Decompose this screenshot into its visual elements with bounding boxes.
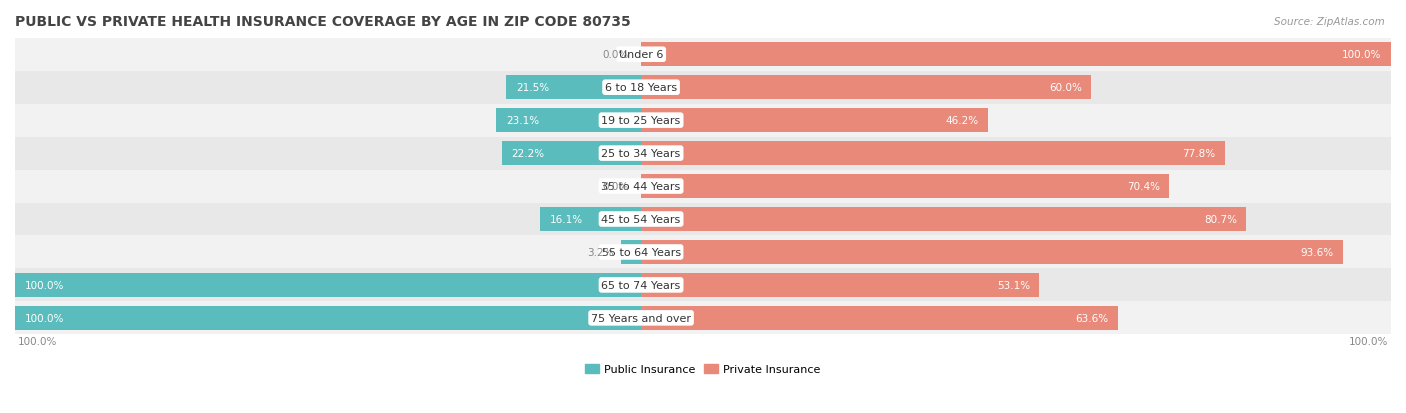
Bar: [15, 301, 1391, 335]
Text: 3.2%: 3.2%: [588, 247, 613, 257]
Legend: Public Insurance, Private Insurance: Public Insurance, Private Insurance: [581, 359, 825, 378]
Text: 45 to 54 Years: 45 to 54 Years: [602, 214, 681, 224]
Text: 65 to 74 Years: 65 to 74 Years: [602, 280, 681, 290]
Bar: [15, 71, 1391, 104]
Text: 22.2%: 22.2%: [512, 149, 544, 159]
Bar: [15, 170, 1391, 203]
Bar: [621, 240, 641, 264]
Bar: [15, 306, 641, 330]
Text: 100.0%: 100.0%: [18, 336, 58, 346]
Bar: [506, 76, 641, 100]
Text: Source: ZipAtlas.com: Source: ZipAtlas.com: [1274, 17, 1385, 26]
Text: 25 to 34 Years: 25 to 34 Years: [602, 149, 681, 159]
Bar: [496, 109, 641, 133]
Bar: [641, 306, 1118, 330]
Text: 23.1%: 23.1%: [506, 116, 538, 126]
Bar: [15, 203, 1391, 236]
Text: 100.0%: 100.0%: [24, 313, 63, 323]
Bar: [15, 269, 1391, 301]
Text: 100.0%: 100.0%: [24, 280, 63, 290]
Text: 0.0%: 0.0%: [602, 50, 628, 60]
Bar: [641, 76, 1091, 100]
Text: PUBLIC VS PRIVATE HEALTH INSURANCE COVERAGE BY AGE IN ZIP CODE 80735: PUBLIC VS PRIVATE HEALTH INSURANCE COVER…: [15, 15, 631, 29]
Bar: [641, 208, 1246, 231]
Bar: [502, 142, 641, 166]
Text: 21.5%: 21.5%: [516, 83, 548, 93]
Text: 0.0%: 0.0%: [602, 182, 628, 192]
Bar: [641, 273, 1039, 297]
Bar: [15, 104, 1391, 137]
Text: 77.8%: 77.8%: [1182, 149, 1215, 159]
Text: 55 to 64 Years: 55 to 64 Years: [602, 247, 681, 257]
Text: Under 6: Under 6: [619, 50, 664, 60]
Text: 63.6%: 63.6%: [1076, 313, 1109, 323]
Text: 100.0%: 100.0%: [1343, 50, 1382, 60]
Bar: [641, 43, 1391, 67]
Bar: [15, 137, 1391, 170]
Bar: [15, 273, 641, 297]
Bar: [641, 240, 1343, 264]
Text: 70.4%: 70.4%: [1126, 182, 1160, 192]
Text: 6 to 18 Years: 6 to 18 Years: [605, 83, 678, 93]
Text: 46.2%: 46.2%: [945, 116, 979, 126]
Bar: [15, 236, 1391, 269]
Text: 80.7%: 80.7%: [1204, 214, 1237, 224]
Bar: [15, 39, 1391, 71]
Text: 35 to 44 Years: 35 to 44 Years: [602, 182, 681, 192]
Text: 53.1%: 53.1%: [997, 280, 1031, 290]
Text: 60.0%: 60.0%: [1049, 83, 1081, 93]
Text: 100.0%: 100.0%: [1348, 336, 1388, 346]
Bar: [641, 142, 1225, 166]
Text: 93.6%: 93.6%: [1301, 247, 1334, 257]
Text: 19 to 25 Years: 19 to 25 Years: [602, 116, 681, 126]
Bar: [540, 208, 641, 231]
Text: 75 Years and over: 75 Years and over: [591, 313, 692, 323]
Bar: [641, 109, 987, 133]
Text: 16.1%: 16.1%: [550, 214, 583, 224]
Bar: [641, 175, 1168, 198]
